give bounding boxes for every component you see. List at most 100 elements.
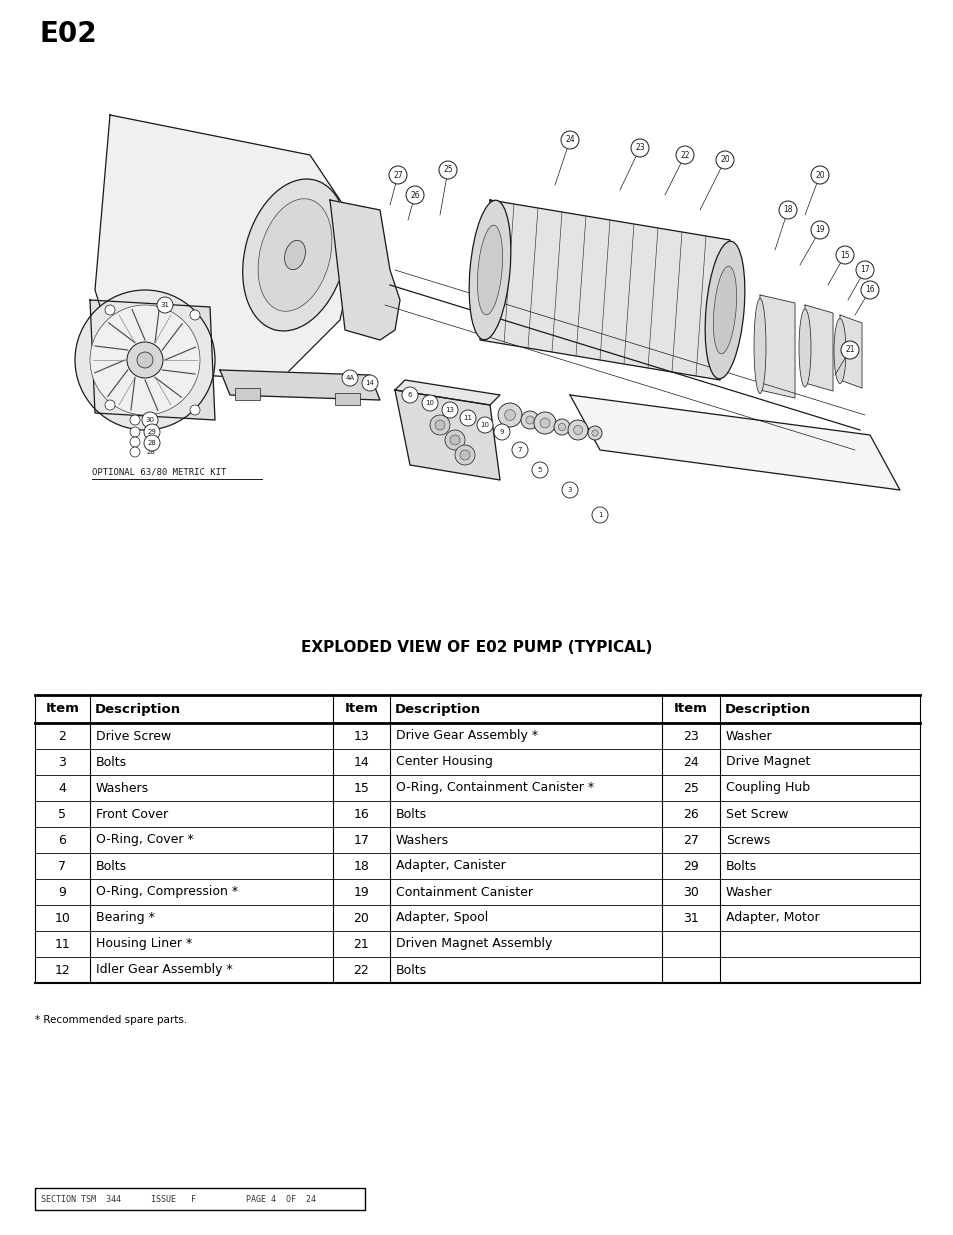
Text: 31: 31 [147, 417, 156, 424]
Text: Adapter, Canister: Adapter, Canister [395, 860, 505, 872]
Text: 30: 30 [146, 417, 154, 424]
Circle shape [810, 221, 828, 240]
Text: O-Ring, Containment Canister *: O-Ring, Containment Canister * [395, 782, 594, 794]
Text: 18: 18 [354, 860, 369, 872]
Circle shape [539, 419, 549, 429]
Text: 24: 24 [564, 136, 575, 144]
Circle shape [406, 186, 423, 204]
Text: 10: 10 [480, 422, 489, 429]
Text: 7: 7 [58, 860, 67, 872]
Text: Description: Description [724, 703, 810, 715]
Polygon shape [220, 370, 379, 400]
Text: 23: 23 [635, 143, 644, 152]
Text: 1: 1 [598, 513, 601, 517]
Text: 26: 26 [410, 190, 419, 200]
Text: Screws: Screws [725, 834, 770, 846]
Text: Adapter, Spool: Adapter, Spool [395, 911, 488, 925]
Circle shape [497, 403, 521, 427]
Text: 20: 20 [720, 156, 729, 164]
Text: 4A: 4A [345, 375, 355, 382]
Circle shape [430, 415, 450, 435]
Text: 13: 13 [445, 408, 454, 412]
Circle shape [435, 420, 444, 430]
Text: OPTIONAL 63/80 METRIC KIT: OPTIONAL 63/80 METRIC KIT [91, 468, 226, 477]
Polygon shape [90, 300, 214, 420]
Circle shape [476, 417, 493, 433]
Text: 31: 31 [682, 911, 699, 925]
Circle shape [534, 412, 556, 433]
Circle shape [810, 165, 828, 184]
Circle shape [841, 341, 858, 359]
Circle shape [407, 186, 422, 203]
Text: 29: 29 [147, 438, 155, 445]
Text: O-Ring, Cover *: O-Ring, Cover * [96, 834, 193, 846]
Bar [234, 388, 260, 400]
Text: Containment Canister: Containment Canister [395, 885, 533, 899]
Text: 5: 5 [537, 467, 541, 473]
Circle shape [573, 426, 582, 435]
Text: Drive Screw: Drive Screw [96, 730, 172, 742]
Circle shape [142, 412, 158, 429]
Text: 15: 15 [354, 782, 369, 794]
Circle shape [512, 442, 527, 458]
Text: 4: 4 [58, 782, 67, 794]
Text: 30: 30 [147, 429, 156, 435]
Text: 5: 5 [58, 808, 67, 820]
Text: 10: 10 [425, 400, 434, 406]
Text: 26: 26 [410, 190, 419, 200]
Ellipse shape [476, 225, 502, 315]
Circle shape [438, 161, 456, 179]
Text: Front Cover: Front Cover [96, 808, 168, 820]
Text: 6: 6 [58, 834, 67, 846]
Circle shape [421, 395, 437, 411]
Text: 24: 24 [682, 756, 699, 768]
Circle shape [441, 403, 457, 417]
Text: Washers: Washers [395, 834, 449, 846]
Circle shape [157, 296, 172, 312]
Text: Washer: Washer [725, 885, 772, 899]
Text: 28: 28 [148, 440, 156, 446]
Circle shape [591, 430, 598, 436]
Text: Bearing *: Bearing * [96, 911, 154, 925]
Polygon shape [395, 380, 499, 405]
Text: Center Housing: Center Housing [395, 756, 493, 768]
Text: 16: 16 [354, 808, 369, 820]
Text: 22: 22 [679, 151, 689, 159]
Polygon shape [479, 200, 729, 380]
Text: 21: 21 [354, 937, 369, 951]
Circle shape [592, 508, 607, 522]
Circle shape [716, 151, 733, 169]
Circle shape [587, 426, 601, 440]
Circle shape [835, 246, 853, 264]
Text: Bolts: Bolts [395, 808, 427, 820]
Circle shape [459, 450, 470, 459]
Text: 20: 20 [814, 170, 824, 179]
Text: 11: 11 [463, 415, 472, 421]
Text: Washer: Washer [725, 730, 772, 742]
Ellipse shape [284, 241, 305, 269]
Text: 15: 15 [840, 251, 849, 259]
Text: 16: 16 [864, 285, 874, 294]
Circle shape [676, 146, 693, 164]
Circle shape [861, 282, 878, 299]
Text: 23: 23 [682, 730, 699, 742]
Text: O-Ring, Compression *: O-Ring, Compression * [96, 885, 238, 899]
Text: Idler Gear Assembly *: Idler Gear Assembly * [96, 963, 233, 977]
Text: 10: 10 [54, 911, 71, 925]
Text: 21: 21 [844, 346, 854, 354]
Circle shape [560, 131, 578, 149]
Ellipse shape [713, 267, 736, 354]
Text: Drive Gear Assembly *: Drive Gear Assembly * [395, 730, 537, 742]
Circle shape [444, 430, 464, 450]
Circle shape [630, 140, 648, 157]
Ellipse shape [704, 241, 744, 379]
Polygon shape [95, 115, 359, 380]
Text: 25: 25 [443, 165, 453, 174]
Text: 31: 31 [160, 303, 170, 308]
Text: Housing Liner *: Housing Liner * [96, 937, 193, 951]
Circle shape [389, 165, 407, 184]
Polygon shape [840, 315, 862, 388]
Circle shape [137, 352, 152, 368]
Circle shape [127, 342, 163, 378]
Circle shape [520, 411, 538, 429]
